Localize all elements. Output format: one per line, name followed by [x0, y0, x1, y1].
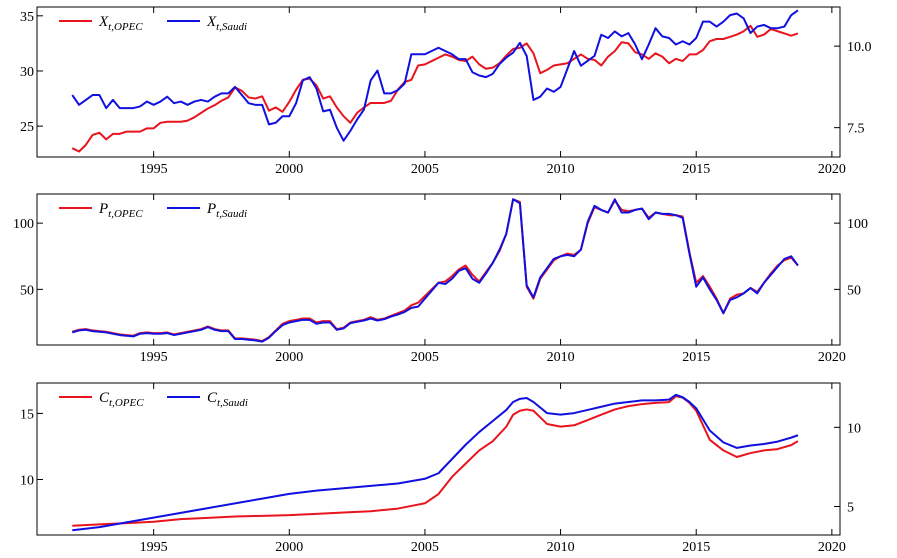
series-line-c-tsaudi: [72, 393, 799, 532]
series-line-p-topec: [71, 198, 799, 343]
x-tick-label-c: 2010: [547, 540, 575, 555]
x-tick-label-p: 2005: [411, 350, 439, 365]
x-tick-label-x: 2010: [547, 162, 575, 177]
y-tick-label-right-x: 10.0: [847, 40, 872, 55]
legend-label-c-0: Ct,OPEC: [99, 390, 144, 409]
y-tick-label-right-x: 7.5: [847, 122, 865, 137]
plot-frame-c: [36, 382, 841, 536]
legend-label-p-1: Pt,Saudi: [206, 201, 247, 220]
legend-label-x-1: Xt,Saudi: [206, 14, 247, 33]
x-tick-label-p: 2000: [275, 350, 303, 365]
x-tick-label-x: 2005: [411, 162, 439, 177]
legend-label-p-0: Pt,OPEC: [98, 201, 143, 220]
y-tick-label-left-x: 30: [20, 65, 34, 80]
y-tick-label-left-p: 50: [20, 283, 34, 298]
y-tick-label-right-c: 10: [847, 421, 861, 436]
x-tick-label-x: 2015: [682, 162, 710, 177]
x-tick-label-c: 2005: [411, 540, 439, 555]
x-tick-label-p: 2015: [682, 350, 710, 365]
y-tick-label-left-x: 25: [20, 120, 34, 135]
series-line-p-tsaudi: [71, 198, 799, 343]
legend-label-x-0: Xt,OPEC: [98, 14, 143, 33]
y-tick-label-right-c: 5: [847, 501, 854, 516]
y-tick-label-left-c: 10: [20, 473, 34, 488]
x-tick-label-c: 2020: [818, 540, 846, 555]
y-tick-label-right-p: 50: [847, 283, 861, 298]
legend-label-c-1: Ct,Saudi: [207, 390, 248, 409]
y-tick-label-left-p: 100: [13, 217, 34, 232]
plot-frame-x: [36, 6, 841, 158]
y-tick-label-left-c: 15: [20, 407, 34, 422]
series-line-c-topec: [72, 395, 799, 527]
y-tick-label-left-x: 35: [20, 10, 34, 25]
x-tick-label-c: 2000: [275, 540, 303, 555]
x-tick-label-c: 2015: [682, 540, 710, 555]
x-tick-label-p: 2010: [547, 350, 575, 365]
series-line-x-tsaudi: [71, 9, 799, 142]
y-tick-label-right-p: 100: [847, 217, 868, 232]
x-tick-label-p: 2020: [818, 350, 846, 365]
x-tick-label-c: 1995: [140, 540, 168, 555]
panel-x: 1995 2000 2005 2010 2015 2020 25 30 35 7.5 10.0 Xt,…: [20, 6, 872, 177]
x-tick-label-x: 2000: [275, 162, 303, 177]
plot-frame-p: [36, 193, 841, 346]
series-line-x-topec: [71, 24, 799, 153]
x-tick-label-p: 1995: [140, 350, 168, 365]
panel-c: 1995 2000 2005 2010 2015 2020 10 15 5 10 Ct,OPEC Ct…: [20, 382, 861, 555]
x-tick-label-x: 2020: [818, 162, 846, 177]
x-tick-label-x: 1995: [140, 162, 168, 177]
panel-p: 1995 2000 2005 2010 2015 2020 50 100 50 100 Pt,OPE…: [13, 193, 868, 365]
